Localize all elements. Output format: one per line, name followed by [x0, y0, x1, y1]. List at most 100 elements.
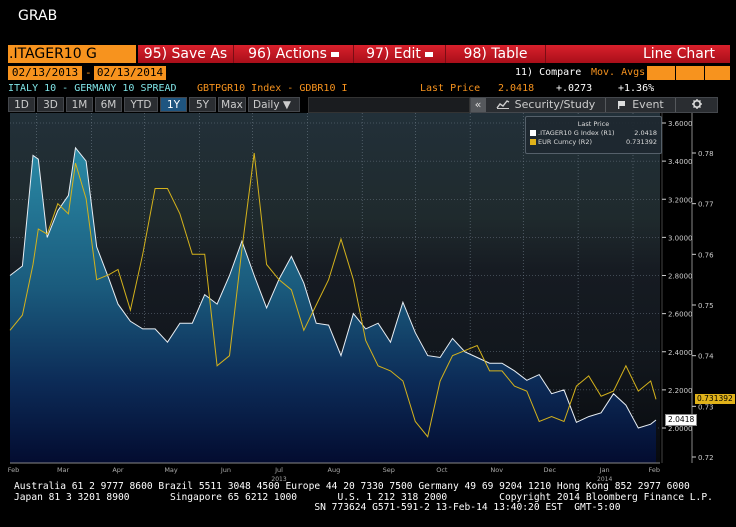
- svg-text:Dec: Dec: [544, 466, 557, 474]
- svg-text:2.4000: 2.4000: [668, 349, 693, 357]
- svg-text:3.2000: 3.2000: [668, 196, 693, 204]
- legend-value: 2.0418: [634, 129, 657, 137]
- window-title: GRAB: [18, 8, 58, 24]
- svg-text:2014: 2014: [597, 476, 612, 483]
- actions-label: 96) Actions: [248, 46, 327, 62]
- collapse-button[interactable]: «: [471, 98, 486, 112]
- svg-text:0.77: 0.77: [698, 201, 714, 209]
- svg-text:0.78: 0.78: [698, 150, 714, 158]
- svg-text:2.2000: 2.2000: [668, 387, 693, 395]
- period-tabs: 1D 3D 1M 6M YTD 1Y 5Y Max Daily ▼: [8, 97, 302, 113]
- legend-item-eur: EUR Curncy (R2) 0.731392: [526, 138, 661, 147]
- last-price-value: 2.0418: [498, 83, 535, 94]
- x-tick-labels: Feb Mar Apr May Jun Jul Aug Sep Oct Nov Dec Jan Feb 2…: [8, 466, 660, 483]
- svg-text:3.6000: 3.6000: [668, 120, 693, 128]
- svg-text:2.0000: 2.0000: [668, 425, 693, 433]
- svg-text:Feb: Feb: [648, 466, 660, 474]
- svg-text:0.76: 0.76: [698, 251, 714, 259]
- svg-text:3.4000: 3.4000: [668, 158, 693, 166]
- svg-text:2.8000: 2.8000: [668, 273, 693, 281]
- save-as-button[interactable]: 95) Save As: [138, 45, 234, 63]
- svg-text:Jun: Jun: [220, 466, 231, 474]
- svg-text:Apr: Apr: [112, 466, 124, 474]
- svg-text:0.75: 0.75: [698, 302, 714, 310]
- legend-label: EUR Curncy (R2): [538, 138, 592, 146]
- footer-contacts: Australia 61 2 9777 8600 Brazil 5511 304…: [14, 481, 713, 514]
- legend-title: Last Price: [577, 120, 610, 128]
- table-button[interactable]: 98) Table: [446, 45, 546, 63]
- action-bar: 95) Save As 96) Actions 97) Edit 98) Tab…: [138, 45, 730, 63]
- compare-button[interactable]: 11) Compare: [515, 67, 582, 78]
- r1-tick-labels: 3.6000 3.4000 3.2000 3.0000 2.8000 2.6000 2.40…: [662, 120, 693, 433]
- chart-type-button[interactable]: Line Chart: [628, 45, 730, 63]
- footer-line-3: SN 773624 G571-591-2 13-Feb-14 13:40:20 …: [14, 502, 621, 513]
- start-date-field[interactable]: 02/13/2013: [8, 66, 82, 80]
- footer-line-2: Japan 81 3 3201 8900 Singapore 65 6212 1…: [14, 491, 713, 503]
- edit-button[interactable]: 97) Edit: [354, 45, 446, 63]
- spread-line: [9, 146, 657, 429]
- percent-change: +1.36%: [618, 83, 655, 94]
- security-description: ITALY 10 - GERMANY 10 SPREAD: [8, 83, 177, 94]
- chart-legend[interactable]: Last Price .ITAGER10 G Index (R1) 2.0418…: [525, 116, 662, 154]
- tab-1m[interactable]: 1M: [66, 97, 93, 112]
- svg-text:Jan: Jan: [599, 466, 610, 474]
- chart-type-label: Line Chart: [642, 46, 716, 62]
- toolbar-spacer: [308, 97, 470, 113]
- r2-last-value-flag: 0.731392: [695, 394, 735, 404]
- svg-text:Mar: Mar: [57, 466, 70, 474]
- flag-icon: [618, 101, 626, 109]
- event-button[interactable]: Event: [606, 98, 676, 112]
- mov-avg-slot-1[interactable]: [647, 66, 675, 80]
- last-price-label: Last Price: [420, 83, 481, 94]
- legend-swatch-yellow: [530, 139, 536, 145]
- dropdown-icon: [424, 51, 433, 57]
- svg-text:Feb: Feb: [8, 466, 20, 474]
- line-chart-icon: [496, 100, 509, 109]
- tab-3d[interactable]: 3D: [37, 97, 64, 112]
- eur-line: [9, 152, 657, 438]
- svg-text:Aug: Aug: [328, 466, 341, 474]
- edit-label: 97) Edit: [366, 46, 421, 62]
- tab-ytd[interactable]: YTD: [124, 97, 158, 112]
- r2-tick-labels: 0.78 0.77 0.76 0.75 0.74 0.73 0.72: [692, 150, 714, 462]
- legend-item-spread: .ITAGER10 G Index (R1) 2.0418: [526, 129, 661, 138]
- svg-text:3.0000: 3.0000: [668, 234, 693, 242]
- svg-text:0.72: 0.72: [698, 454, 714, 462]
- tab-5y[interactable]: 5Y: [189, 97, 216, 112]
- security-study-button[interactable]: Security/Study: [486, 98, 606, 112]
- dropdown-icon: [330, 51, 339, 57]
- tab-max[interactable]: Max: [218, 97, 246, 112]
- r1-last-value-flag: 2.0418: [665, 414, 698, 426]
- svg-text:Oct: Oct: [436, 466, 448, 474]
- mov-avg-slot-3[interactable]: [705, 66, 730, 80]
- table-label: 98) Table: [463, 46, 528, 62]
- footer-line-1: Australia 61 2 9777 8600 Brazil 5511 304…: [14, 481, 690, 492]
- tab-1y[interactable]: 1Y: [160, 97, 187, 112]
- security-ticker-field[interactable]: .ITAGER10 G Index: [8, 45, 136, 80]
- legend-label: .ITAGER10 G Index (R1): [538, 129, 615, 137]
- svg-text:Sep: Sep: [383, 466, 395, 474]
- svg-text:2.6000: 2.6000: [668, 311, 693, 319]
- svg-text:Nov: Nov: [490, 466, 503, 474]
- mov-avgs-label: Mov. Avgs: [591, 67, 646, 78]
- event-label: Event: [632, 98, 664, 111]
- chart-toolbar: « Security/Study Event: [470, 97, 718, 113]
- end-date-field[interactable]: 02/13/2014: [94, 66, 166, 80]
- price-chart[interactable]: 3.6000 3.4000 3.2000 3.0000 2.8000 2.6000 2.40…: [0, 113, 736, 483]
- spread-area: [10, 147, 656, 464]
- tab-1d[interactable]: 1D: [8, 97, 35, 112]
- legend-swatch-white: [530, 130, 536, 136]
- svg-text:0.73: 0.73: [698, 403, 714, 411]
- gear-icon: [691, 99, 702, 109]
- spread-formula: GBTPGR10 Index - GDBR10 I: [197, 83, 348, 94]
- mov-avg-slot-2[interactable]: [676, 66, 704, 80]
- date-separator: -: [85, 66, 92, 79]
- net-change: +.0273: [556, 83, 593, 94]
- svg-text:2013: 2013: [271, 476, 286, 483]
- frequency-dropdown[interactable]: Daily ▼: [248, 97, 300, 112]
- actions-button[interactable]: 96) Actions: [234, 45, 354, 63]
- tab-6m[interactable]: 6M: [95, 97, 122, 112]
- save-as-label: 95) Save As: [143, 46, 228, 62]
- settings-button[interactable]: [676, 98, 717, 112]
- security-study-label: Security/Study: [514, 98, 596, 111]
